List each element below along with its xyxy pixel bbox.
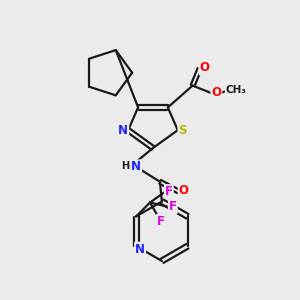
Text: F: F xyxy=(169,200,177,213)
Text: N: N xyxy=(131,160,141,173)
Text: CH₃: CH₃ xyxy=(226,85,247,94)
Text: H: H xyxy=(121,161,129,171)
Text: N: N xyxy=(135,243,145,256)
Text: F: F xyxy=(157,215,165,228)
Text: O: O xyxy=(212,86,221,99)
Text: F: F xyxy=(165,185,173,198)
Text: S: S xyxy=(178,124,187,137)
Text: O: O xyxy=(200,61,209,74)
Text: O: O xyxy=(179,184,189,197)
Text: N: N xyxy=(118,124,128,137)
